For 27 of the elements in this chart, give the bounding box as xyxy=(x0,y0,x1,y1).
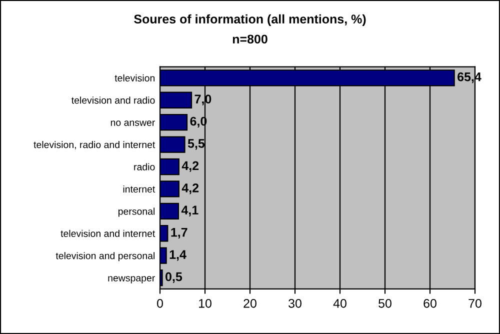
y-tick-label: television and radio xyxy=(72,96,155,104)
data-label: 5,5 xyxy=(188,139,205,150)
y-tick-label: internet xyxy=(123,185,156,193)
data-label: 4,2 xyxy=(182,183,199,194)
y-tick-label: television and personal xyxy=(56,252,154,262)
y-tick-label: television, radio and internet xyxy=(34,141,156,150)
x-tick-label: 50 xyxy=(378,298,392,308)
data-label: 4,2 xyxy=(182,161,199,172)
chart-title: Soures of information (all mentions, %) xyxy=(134,14,366,26)
data-label: 1,4 xyxy=(170,250,186,261)
x-tick-label: 60 xyxy=(424,298,436,308)
x-tick-label: 10 xyxy=(199,298,212,308)
x-tick-label: 30 xyxy=(288,298,302,308)
y-tick-label: television xyxy=(114,74,155,82)
x-tick-label: 0 xyxy=(157,298,163,308)
x-tick-label: 70 xyxy=(468,298,482,308)
x-tick-label: 20 xyxy=(244,298,256,308)
data-label: 1,7 xyxy=(171,228,188,239)
data-label: 4,1 xyxy=(181,206,198,216)
data-label: 0,5 xyxy=(166,272,182,283)
y-tick-label: radio xyxy=(134,163,155,170)
chart-subtitle: n=800 xyxy=(232,34,268,44)
y-tick-label: no answer xyxy=(110,120,155,126)
y-tick-label: personal xyxy=(118,208,154,217)
x-tick-label: 40 xyxy=(333,298,346,308)
y-tick-label: newspaper xyxy=(108,276,155,284)
y-tick-label: television and internet xyxy=(60,230,156,237)
